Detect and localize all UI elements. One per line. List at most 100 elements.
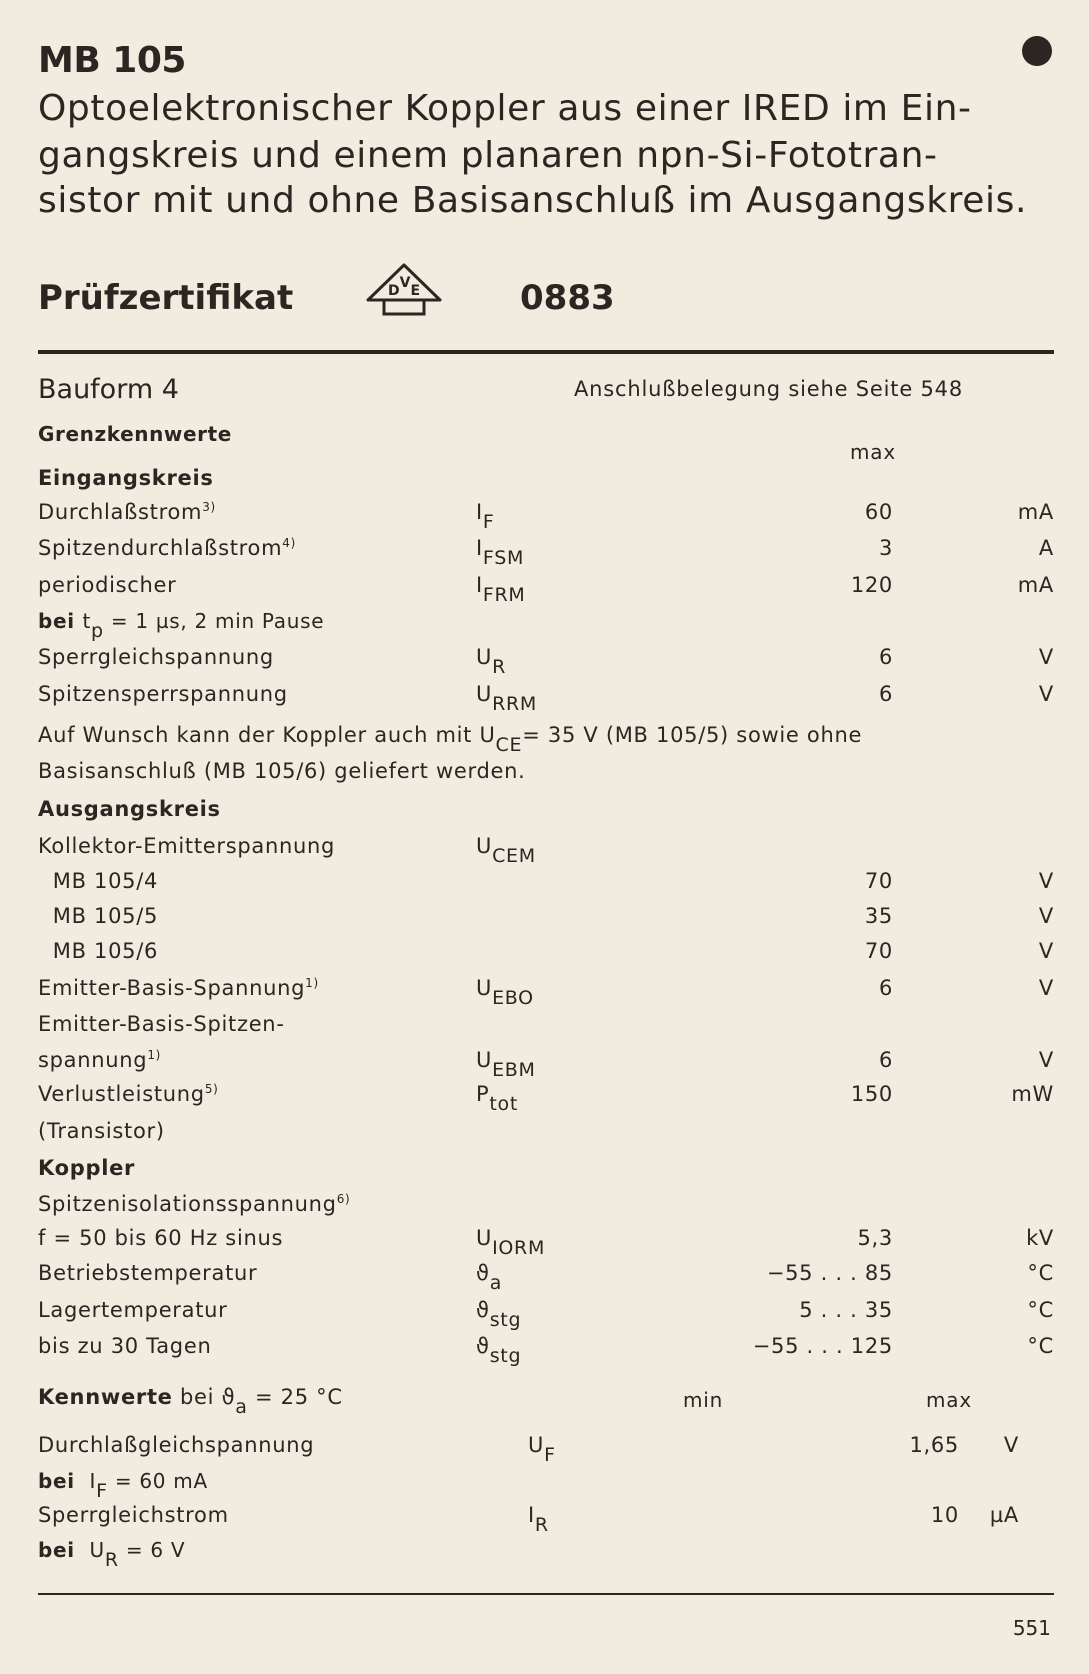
table-row: bei IF = 60 mA — [0, 1469, 1089, 1502]
table-row: Sperrgleichspannung UR 6 V — [0, 645, 1089, 678]
label-text-cont: = 35 V (MB 105/5) sowie ohne — [522, 723, 863, 747]
table-row: Emitter-Basis-Spannung1) UEBO 6 V — [0, 976, 1089, 1009]
condition-prefix: bei — [38, 609, 83, 633]
value: 3 — [878, 536, 893, 560]
label-text: Durchlaßstrom — [38, 500, 203, 524]
symbol: UR — [476, 645, 506, 678]
row-label: MB 105/6 — [38, 939, 158, 963]
unit: °C — [1027, 1298, 1054, 1322]
symbol: UF — [528, 1433, 556, 1466]
condition-prefix: bei — [38, 1469, 83, 1493]
symbol: ϑstg — [476, 1298, 521, 1331]
label-text: (Transistor) — [38, 1119, 165, 1143]
symbol-subscript: R — [492, 656, 506, 678]
col-max-header: max — [850, 440, 896, 464]
table-row: Ausgangskreis — [0, 797, 1089, 829]
unit: V — [1038, 904, 1054, 928]
unit: V — [1038, 869, 1054, 893]
table-row: bei UR = 6 V — [0, 1538, 1089, 1571]
row-label: bei IF = 60 mA — [38, 1469, 208, 1502]
table-row: Kollektor-Emitterspannung UCEM — [0, 834, 1089, 867]
symbol-base: U — [476, 645, 493, 669]
label-text: MB 105/5 — [38, 904, 159, 928]
symbol-subscript: FSM — [482, 547, 525, 569]
row-label: Spitzenisolationsspannung6) — [38, 1192, 350, 1216]
row-label: Durchlaßstrom3) — [38, 500, 216, 524]
label-text: MB 105/4 — [38, 869, 159, 893]
table-row: MB 105/4 70 V — [0, 869, 1089, 901]
row-label: bei UR = 6 V — [38, 1538, 185, 1571]
row-label: bis zu 30 Tagen — [38, 1334, 211, 1358]
row-label: Emitter-Basis-Spannung1) — [38, 976, 319, 1000]
row-label: Betriebstemperatur — [38, 1261, 257, 1285]
top-rule — [38, 350, 1054, 354]
symbol-base: U — [476, 682, 493, 706]
description-line: sistor mit und ohne Basisanschluß im Aus… — [38, 180, 1028, 221]
row-label: spannung1) — [38, 1048, 161, 1072]
col-max-header: max — [926, 1388, 972, 1412]
label-text: Sperrgleichspannung — [38, 645, 274, 669]
symbol-subscript: RRM — [492, 693, 537, 715]
table-row: Eingangskreis — [0, 466, 1089, 498]
page-number: 551 — [1012, 1616, 1051, 1640]
unit: kV — [1026, 1226, 1054, 1250]
row-label: Eingangskreis — [38, 466, 214, 490]
row-label: f = 50 bis 60 Hz sinus — [38, 1226, 283, 1250]
description-line: Optoelektronischer Koppler aus einer IRE… — [38, 88, 972, 129]
table-row: Spitzendurchlaßstrom4) IFSM 3 A — [0, 536, 1089, 569]
row-label: Kollektor-Emitterspannung — [38, 834, 335, 858]
label-text: Durchlaßgleichspannung — [38, 1433, 315, 1457]
value: 6 — [878, 682, 893, 706]
table-row: spannung1) UEBM 6 V — [0, 1048, 1089, 1081]
condition-prefix: bei — [38, 1538, 83, 1562]
dve-logo: DVE — [364, 262, 444, 324]
unit: V — [1038, 645, 1054, 669]
value: 6 — [878, 645, 893, 669]
symbol-base: ϑ — [476, 1261, 490, 1285]
symbol-subscript: F — [544, 1444, 556, 1466]
table-row: MB 105/5 35 V — [0, 904, 1089, 936]
label-text: Eingangskreis — [38, 466, 214, 490]
characteristics-heading: Kennwerte bei ϑa = 25 °C — [0, 1385, 1089, 1418]
label-text: Auf Wunsch kann der Koppler auch mit U — [38, 723, 496, 747]
row-label: Sperrgleichstrom — [38, 1503, 229, 1527]
row-label: Spitzensperrspannung — [38, 682, 288, 706]
value: 60 — [864, 500, 893, 524]
row-label: MB 105/4 — [38, 869, 158, 893]
heading-end: = 25 °C — [247, 1385, 343, 1409]
table-row: f = 50 bis 60 Hz sinus UIORM 5,3 kV — [0, 1226, 1089, 1259]
symbol-base: U — [476, 1048, 493, 1072]
label-text: Sperrgleichstrom — [38, 1503, 229, 1527]
row-label: bei tp = 1 µs, 2 min Pause — [38, 609, 324, 642]
unit: °C — [1027, 1261, 1054, 1285]
footnote-ref: 1) — [147, 1048, 162, 1062]
symbol-subscript: IORM — [492, 1237, 546, 1259]
value: 70 — [864, 939, 893, 963]
bauform: Bauform 4 — [38, 374, 179, 405]
symbol: UIORM — [476, 1226, 545, 1259]
label-text: Ausgangskreis — [38, 797, 221, 821]
unit: µA — [989, 1503, 1019, 1527]
label-text: MB 105/6 — [38, 939, 159, 963]
label-text-cont: = 60 mA — [107, 1469, 208, 1493]
unit: mA — [1017, 500, 1054, 524]
unit: mA — [1017, 573, 1054, 597]
label-subscript: CE — [495, 734, 523, 756]
label-text: I — [82, 1469, 97, 1493]
marker-dot — [1022, 36, 1052, 66]
description-line: gangskreis und einem planaren npn-Si-Fot… — [38, 135, 938, 176]
symbol-base: U — [476, 834, 493, 858]
symbol-base: ϑ — [476, 1298, 490, 1322]
table-row: Emitter-Basis-Spitzen- — [0, 1012, 1089, 1044]
label-text: Spitzenisolationsspannung — [38, 1192, 337, 1216]
symbol-base: I — [476, 500, 483, 524]
table-row: Auf Wunsch kann der Koppler auch mit UCE… — [0, 723, 1089, 756]
pin-reference: Anschlußbelegung siehe Seite 548 — [574, 377, 963, 401]
table-row: bis zu 30 Tagen ϑstg −55 . . . 125 °C — [0, 1334, 1089, 1367]
row-label: Basisanschluß (MB 105/6) geliefert werde… — [38, 759, 525, 783]
heading-sub: a — [235, 1396, 248, 1418]
value: 150 — [850, 1082, 893, 1106]
symbol: UEBO — [476, 976, 534, 1009]
table-row: Spitzensperrspannung URRM 6 V — [0, 682, 1089, 715]
symbol-subscript: stg — [489, 1345, 522, 1367]
